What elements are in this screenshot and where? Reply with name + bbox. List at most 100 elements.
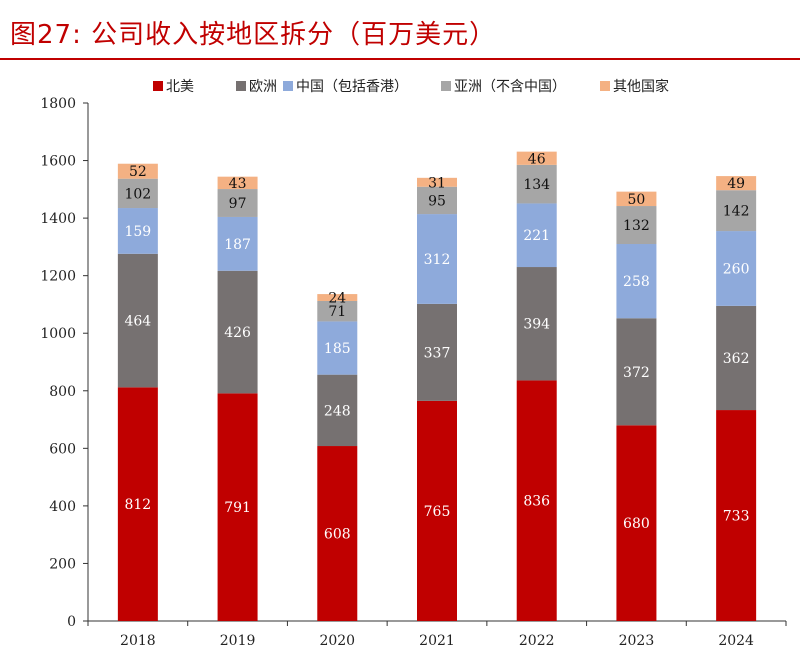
bar-segment-2021-series-1: [417, 303, 457, 401]
legend-label-3: 亚洲（不含中国）: [454, 79, 566, 95]
bar-segment-2023-series-3: [616, 206, 657, 245]
bar-segment-2018-series-1: [117, 253, 158, 388]
data-label-2021-series-4: 31: [428, 175, 446, 191]
chart-bars: 812 464 159 102 52 791 426 187 97 43 608 248 185 7124…: [117, 151, 757, 621]
x-tick-label: 2021: [419, 633, 455, 649]
y-tick-label: 1800: [40, 96, 76, 112]
data-label-2021-series-0: 765: [424, 504, 451, 520]
data-label-2022-series-1: 394: [523, 317, 550, 333]
data-label-2019-series-0: 791: [224, 500, 251, 516]
bar-segment-2023-series-1: [616, 318, 657, 426]
bar-segment-2024-series-0: [716, 410, 757, 621]
data-label-2018-series-4: 52: [129, 164, 147, 180]
legend-label-1: 欧洲: [249, 79, 277, 95]
bar-segment-2022-series-1: [516, 267, 557, 381]
data-label-2022-series-0: 836: [523, 494, 550, 510]
bar-segment-2019-series-2: [217, 216, 258, 271]
y-tick-label: 200: [49, 556, 76, 572]
data-label-2018-series-2: 159: [124, 224, 151, 240]
bar-segment-2022-series-0: [516, 380, 557, 621]
y-tick-label: 400: [49, 499, 76, 515]
data-label-2018-series-3: 102: [124, 186, 151, 202]
bar-segment-2018-series-0: [117, 387, 158, 621]
figure-title: 图27: 公司收入按地区拆分（百万美元）: [10, 20, 497, 50]
chart-legend: 北美 欧洲 中国（包括香港） 亚洲（不含中国） 其他国家: [153, 78, 669, 95]
bar-segment-2021-series-0: [417, 400, 457, 621]
bar-segment-2020-series-2: [317, 321, 358, 375]
data-label-2019-series-2: 187: [224, 237, 251, 253]
legend-swatch-3: [441, 81, 451, 91]
data-label-2020-series-2: 185: [324, 341, 351, 357]
title-divider: [0, 58, 800, 60]
bar-segment-2018-series-3: [117, 178, 158, 209]
legend-label-4: 其他国家: [613, 78, 669, 95]
data-label-2021-series-3: 95: [428, 193, 446, 209]
bar-segment-2022-series-4: [516, 151, 557, 165]
y-tick-label: 1000: [40, 326, 76, 342]
bar-segment-2021-series-3: [417, 186, 457, 215]
bar-segment-2023-series-4: [616, 191, 657, 207]
data-label-2021-series-1: 337: [424, 345, 451, 361]
chart-axes: 0 200 400 600 800 1000 1200 1400 1600 1800 2018 201…: [40, 96, 787, 649]
data-label-2023-series-1: 372: [623, 365, 650, 381]
y-tick-label: 0: [67, 614, 76, 630]
data-label-2018-series-0: 812: [124, 497, 151, 513]
bar-segment-2024-series-3: [716, 190, 757, 232]
bar-segment-2023-series-2: [616, 244, 657, 319]
data-label-2018-series-1: 464: [124, 314, 151, 330]
y-tick-label: 1400: [40, 211, 76, 227]
data-label-2021-series-2: 312: [424, 252, 451, 268]
legend-swatch-2: [283, 81, 293, 91]
y-tick-label: 600: [49, 441, 76, 457]
bar-segment-2018-series-2: [117, 208, 158, 254]
data-label-2020-series-4: 24: [328, 291, 346, 307]
bar-segment-2021-series-4: [417, 177, 457, 187]
data-label-2023-series-0: 680: [623, 516, 650, 532]
bar-segment-2020-series-0: [317, 446, 358, 621]
bar-segment-2022-series-3: [516, 164, 557, 204]
data-label-2022-series-3: 134: [523, 177, 550, 193]
data-label-2022-series-4: 46: [528, 151, 546, 167]
legend-swatch-1: [236, 81, 246, 91]
data-label-2022-series-2: 221: [523, 228, 550, 244]
y-tick-label: 1600: [40, 154, 76, 170]
data-label-2020-series-0: 608: [324, 527, 351, 543]
bar-segment-2019-series-3: [217, 189, 258, 217]
x-tick-label: 2024: [718, 633, 754, 649]
data-label-2024-series-1: 362: [723, 351, 750, 367]
bar-segment-2024-series-1: [716, 305, 757, 411]
bar-segment-2020-series-3: [317, 300, 358, 322]
x-tick-label: 2018: [120, 633, 156, 649]
x-tick-label: 2023: [619, 633, 655, 649]
bar-segment-2020-series-4: [317, 294, 358, 301]
data-label-2019-series-3: 97: [229, 196, 247, 212]
bar-segment-2019-series-4: [217, 176, 258, 190]
bar-segment-2022-series-2: [516, 203, 557, 268]
x-tick-label: 2020: [319, 633, 355, 649]
bar-segment-2024-series-4: [716, 176, 757, 191]
y-tick-label: 800: [49, 384, 76, 400]
bar-segment-2020-series-1: [317, 374, 358, 447]
legend-label-2: 中国（包括香港）: [296, 79, 408, 95]
legend-swatch-0: [153, 81, 163, 91]
data-label-2024-series-0: 733: [723, 509, 750, 525]
data-label-2024-series-3: 142: [723, 204, 750, 220]
legend-label-0: 北美: [166, 79, 194, 95]
x-tick-label: 2022: [519, 633, 555, 649]
data-label-2023-series-4: 50: [628, 192, 646, 208]
bar-segment-2023-series-0: [616, 425, 657, 621]
x-tick-label: 2019: [220, 633, 256, 649]
data-label-2020-series-1: 248: [324, 403, 351, 419]
data-label-2020-series-3: 71: [328, 304, 346, 320]
bar-segment-2019-series-1: [217, 270, 258, 394]
y-tick-label: 1200: [40, 269, 76, 285]
bar-segment-2019-series-0: [217, 393, 258, 621]
data-label-2024-series-4: 49: [727, 176, 745, 192]
data-label-2023-series-3: 132: [623, 218, 650, 234]
data-label-2019-series-1: 426: [224, 325, 251, 341]
data-label-2019-series-4: 43: [229, 176, 247, 192]
bar-segment-2024-series-2: [716, 231, 757, 306]
legend-swatch-4: [600, 81, 610, 91]
bar-segment-2021-series-2: [417, 214, 457, 304]
